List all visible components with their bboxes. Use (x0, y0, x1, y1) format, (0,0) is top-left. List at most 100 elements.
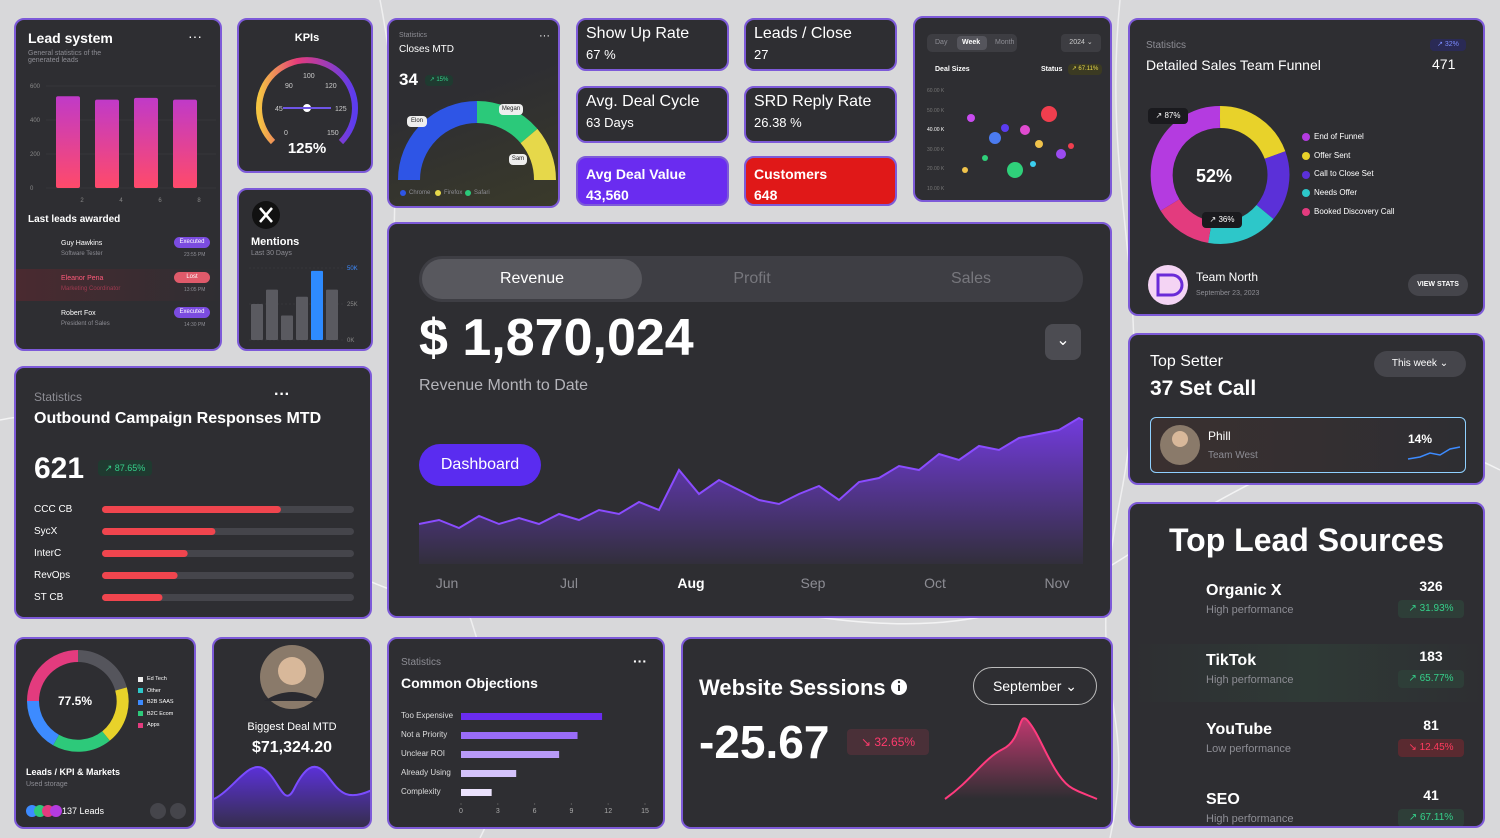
stat-title: Customers (754, 166, 828, 182)
value: 471 (1432, 56, 1456, 72)
y-tick-label: 40.00 K (927, 127, 945, 133)
source-note: High performance (1206, 812, 1294, 825)
leads: 137 Leads (62, 806, 105, 816)
source-value: 41 (1423, 786, 1439, 803)
label: Deal Sizes (935, 66, 970, 73)
x-tick-label: Jun (435, 575, 459, 591)
biggest-deal-panel: Biggest Deal MTD $71,324.20 (212, 637, 372, 829)
tab[interactable]: Profit (733, 270, 771, 287)
period: September (992, 678, 1062, 694)
bar (461, 751, 560, 758)
period-select[interactable]: September ⌄ (973, 667, 1097, 705)
stat-title: Leads / Close (754, 25, 852, 42)
category-label: Already Using (401, 768, 451, 777)
year-select[interactable]: 2024 ⌄ (1061, 34, 1101, 52)
bar-track (102, 594, 354, 601)
callout: ↗ 36% (1202, 212, 1242, 228)
title: Biggest Deal MTD (247, 721, 337, 733)
y-tick-label: 400 (30, 118, 41, 124)
tab[interactable]: Sales (950, 270, 992, 287)
status-badge: Executed (174, 307, 210, 318)
change-badge: ↗ 65.77% (1398, 669, 1464, 688)
category-label: SycX (34, 526, 58, 537)
legend-label: Apps (147, 722, 160, 728)
mentions-chart: 0K 25K 50K (249, 266, 358, 344)
legend-label: Call to Close Set (1314, 169, 1374, 179)
person-row: Robert Fox President of Sales Executed 14:3… (16, 304, 220, 336)
time: 13:05 PM (184, 287, 206, 293)
bar (461, 732, 578, 739)
legend-label: Firefox (444, 190, 463, 196)
legend-label: End of Funnel (1314, 132, 1364, 141)
objections-panel: Statistics ··· Common Objections 0 3 6 9 12 1… (387, 637, 665, 829)
markets-panel: 77.5% Ed Tech Other B2B SAAS B2C Ecom Apps L… (14, 637, 196, 829)
lead-system-panel: Lead system ··· General statistics of th… (14, 18, 222, 351)
funnel-donut (1148, 105, 1310, 305)
title: Outbound Campaign Responses MTD (34, 410, 322, 427)
lead-chart: 0 200 400 600 2 4 6 8 (30, 84, 216, 204)
badge: ↗ 67.11% (1068, 64, 1102, 75)
person-role: President of Sales (61, 321, 110, 327)
gauge-tick-label: 0 (284, 130, 288, 137)
y-tick-label: 25K (347, 302, 358, 308)
category-label: Too Expensive (401, 711, 454, 720)
x-tick-label: Nov (1044, 575, 1070, 591)
tab[interactable]: Day (935, 39, 948, 46)
source-row: SEO High performance 41 ↗ 67.11% (1130, 783, 1483, 826)
deal-sizes-panel: Day Week Month 2024 ⌄ Deal Sizes Status … (913, 16, 1112, 202)
tab[interactable]: Month (995, 39, 1015, 46)
outbound-panel: Statistics ··· Outbound Campaign Respons… (14, 366, 372, 619)
view-stats-button[interactable]: VIEW STATS (1408, 274, 1468, 296)
source-name: TikTok (1206, 651, 1257, 669)
category-label: ST CB (34, 592, 64, 603)
dashboard-button[interactable]: Dashboard (419, 444, 541, 486)
person-name: Robert Fox (61, 310, 96, 317)
dropdown-button[interactable]: ⌄ (1045, 324, 1081, 360)
subtitle: General statistics of the generated lead… (28, 50, 102, 64)
center-value: 77.5% (58, 694, 93, 708)
stat-title: Avg. Deal Cycle (586, 93, 700, 110)
title: Closes MTD (399, 44, 455, 55)
person-card (1150, 417, 1466, 473)
menu: ··· (274, 386, 290, 403)
gauge (256, 57, 358, 145)
gauge-value: 125% (287, 140, 327, 157)
bar (102, 528, 216, 535)
bar (102, 572, 178, 579)
stat-title: Show Up Rate (586, 25, 690, 42)
person-row: Eleanor Pena Marketing Coordinator Lost 13:… (16, 269, 220, 301)
top-setter-panel: Top Setter 37 Set Call This week ⌄ Phill… (1128, 333, 1485, 485)
title: Website Sessions (699, 675, 886, 700)
period-select[interactable]: This week ⌄ (1374, 351, 1466, 377)
bar (281, 315, 293, 340)
revenue-panel: Revenue Profit Sales $ 1,870,024 ⌄ Reven… (387, 222, 1112, 618)
gauge-label: Megan (499, 104, 523, 115)
legend-label: Offer Sent (1314, 150, 1351, 160)
status-badge: Lost (174, 272, 210, 283)
y-tick-label: 0 (30, 186, 34, 192)
gauge-tick-label: 90 (285, 83, 293, 90)
person-name: Guy Hawkins (61, 240, 103, 247)
title: Mentions (251, 236, 300, 248)
period: This week (1391, 358, 1437, 369)
source-name: Organic X (1206, 582, 1282, 599)
title: Leads / KPI & Markets (26, 767, 121, 777)
source-note: High performance (1206, 673, 1294, 686)
source-value: 81 (1423, 717, 1439, 733)
label: Statistics (401, 657, 442, 668)
y-tick-label: 10.00 K (927, 185, 945, 192)
badge: ↗ 32% (1430, 39, 1466, 51)
source-note: High performance (1206, 604, 1294, 616)
revenue-label: Revenue Month to Date (419, 377, 588, 394)
person-role: Marketing Coordinator (61, 286, 121, 292)
team: Team North (1196, 270, 1259, 284)
tab[interactable]: Week (962, 39, 981, 46)
label: Statistics (399, 32, 428, 39)
stat-value: 43,560 (586, 187, 629, 203)
person-row: Guy Hawkins Software Tester Executed 23:55 … (16, 234, 220, 266)
tab[interactable]: Revenue (499, 270, 565, 287)
bar (102, 594, 163, 601)
person-role: Software Tester (61, 251, 103, 257)
stat-card: Leads / Close 27 (744, 18, 897, 71)
badge: ↗ 87.65% (98, 460, 152, 476)
